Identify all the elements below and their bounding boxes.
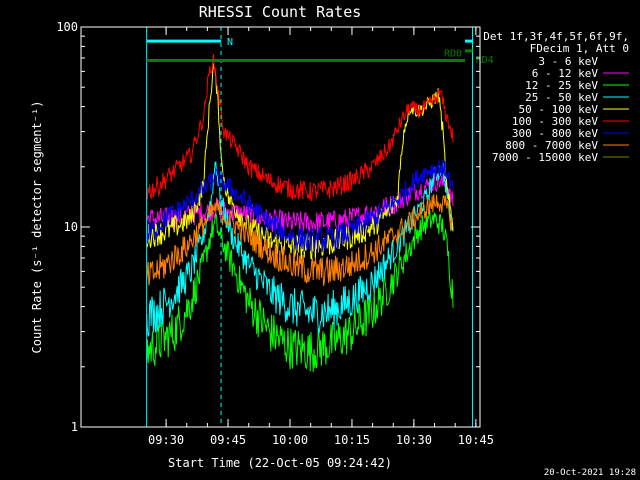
legend-item-50-100-kev: 50 - 100 keV bbox=[519, 103, 629, 116]
x-tick-label: 10:15 bbox=[334, 433, 370, 447]
legend-label: 800 - 7000 keV bbox=[505, 139, 598, 152]
legend-item-7000-15000-kev: 7000 - 15000 keV bbox=[492, 151, 629, 164]
legend-label: 6 - 12 keV bbox=[532, 67, 599, 80]
series-line-100-300-kev bbox=[146, 54, 454, 202]
legend-item-300-800-kev: 300 - 800 keV bbox=[512, 127, 629, 140]
legend-label: 300 - 800 keV bbox=[512, 127, 598, 140]
plot-area: N RD0 RD4 09:30 09:45 10:00 10:15 10:30 10:45 1… bbox=[56, 20, 494, 447]
footer-timestamp: 20-Oct-2021 19:28 bbox=[544, 468, 636, 478]
x-tick-label: 10:45 bbox=[458, 433, 494, 447]
y-tick-label: 100 bbox=[56, 20, 78, 34]
x-axis-ticks: 09:30 09:45 10:00 10:15 10:30 10:45 bbox=[148, 27, 494, 447]
x-tick-label: 10:30 bbox=[396, 433, 432, 447]
series-layer bbox=[146, 54, 454, 401]
legend-label: 25 - 50 keV bbox=[525, 91, 598, 104]
series-line-3-6-kev bbox=[146, 212, 454, 401]
legend-item-800-7000-kev: 800 - 7000 keV bbox=[505, 139, 629, 152]
legend-label: 100 - 300 keV bbox=[512, 115, 598, 128]
legend-header-line-1: Det 1f,3f,4f,5f,6f,9f, bbox=[483, 30, 629, 43]
legend: Det 1f,3f,4f,5f,6f,9f, FDecim 1, Att 0 3… bbox=[483, 30, 629, 164]
state-label-rd0: RD0 bbox=[444, 48, 462, 59]
legend-item-25-50-kev: 25 - 50 keV bbox=[525, 91, 629, 104]
legend-item-100-300-kev: 100 - 300 keV bbox=[512, 115, 629, 128]
legend-label: 12 - 25 keV bbox=[525, 79, 598, 92]
series-line-6-12-kev bbox=[146, 173, 454, 234]
x-tick-label: 09:30 bbox=[148, 433, 184, 447]
marker-layer: N RD0 RD4 bbox=[146, 27, 494, 427]
state-label-n: N bbox=[227, 37, 233, 48]
series-line-12-25-kev bbox=[146, 210, 454, 373]
legend-header-line-2: FDecim 1, Att 0 bbox=[530, 42, 629, 55]
legend-label: 3 - 6 keV bbox=[538, 55, 598, 68]
legend-item-3-6-kev: 3 - 6 keV bbox=[538, 55, 629, 68]
legend-item-6-12-kev: 6 - 12 keV bbox=[532, 67, 629, 80]
legend-label: 50 - 100 keV bbox=[519, 103, 599, 116]
legend-label: 7000 - 15000 keV bbox=[492, 151, 598, 164]
y-tick-label: 10 bbox=[64, 220, 78, 234]
legend-item-12-25-kev: 12 - 25 keV bbox=[525, 79, 629, 92]
x-tick-label: 09:45 bbox=[210, 433, 246, 447]
state-label-rd4: RD4 bbox=[476, 55, 494, 66]
x-tick-label: 10:00 bbox=[272, 433, 308, 447]
series-line-300-800-kev bbox=[146, 159, 454, 254]
y-tick-label: 1 bbox=[71, 420, 78, 434]
series-line-800-7000-kev bbox=[146, 193, 454, 286]
y-axis-ticks: 1 10 100 bbox=[56, 20, 480, 434]
y-axis-label: Count Rate (s⁻¹ detector segment⁻¹) bbox=[30, 101, 44, 354]
chart-title: RHESSI Count Rates bbox=[199, 3, 362, 21]
x-axis-label: Start Time (22-Oct-05 09:24:42) bbox=[168, 456, 392, 470]
